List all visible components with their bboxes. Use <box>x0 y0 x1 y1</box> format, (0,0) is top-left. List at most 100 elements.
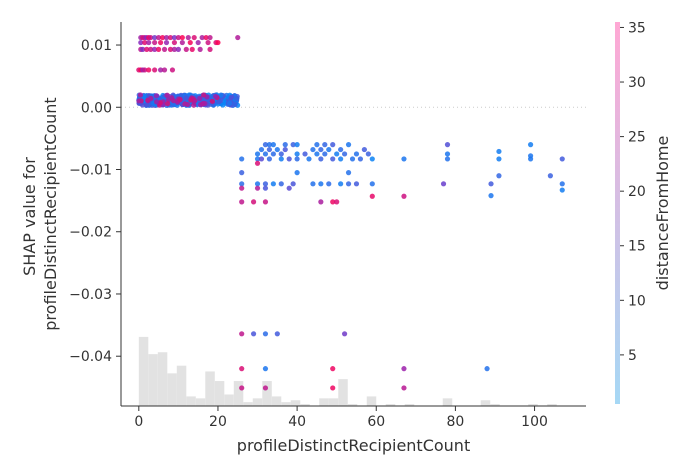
data-point <box>201 92 207 98</box>
data-point <box>302 151 308 157</box>
data-point <box>167 34 174 41</box>
data-point <box>270 142 276 148</box>
histogram-bar <box>366 396 377 406</box>
data-point <box>330 385 336 391</box>
data-point <box>345 170 352 176</box>
data-point <box>139 102 146 108</box>
x-axis-ticks: 0 20 40 60 80 100 <box>134 406 548 430</box>
data-point <box>258 146 265 153</box>
y-tick-label: −0.01 <box>69 163 112 179</box>
data-point <box>232 101 238 107</box>
data-point <box>239 185 245 191</box>
colorbar-tick-label: 5 <box>628 348 637 364</box>
data-point <box>361 146 367 153</box>
data-point <box>294 142 300 148</box>
data-point <box>440 181 447 187</box>
data-point <box>142 39 148 46</box>
data-point <box>318 199 324 205</box>
x-tick-label: 80 <box>446 414 464 430</box>
data-point <box>349 156 356 162</box>
data-point <box>155 46 162 52</box>
data-point <box>185 34 191 41</box>
histogram-bar <box>404 404 415 406</box>
data-point <box>167 46 174 52</box>
histogram-bar <box>347 404 358 406</box>
data-point <box>254 181 261 187</box>
data-point <box>175 46 181 52</box>
data-point <box>179 34 185 41</box>
data-point <box>306 156 312 162</box>
data-point <box>401 193 407 199</box>
y-axis-label-line-2: profileDistinctRecipientCount <box>41 97 60 330</box>
histogram-bar <box>271 396 282 406</box>
data-point <box>488 193 494 199</box>
data-point <box>148 46 154 52</box>
data-point <box>250 331 257 337</box>
histogram-bar <box>167 373 177 406</box>
y-tick-label: 0.01 <box>81 38 112 54</box>
data-point <box>171 46 178 52</box>
data-point <box>235 34 241 41</box>
data-point <box>318 181 324 187</box>
y-tick-label: −0.04 <box>69 349 112 365</box>
data-point <box>197 46 203 52</box>
data-point <box>179 39 185 46</box>
data-point <box>152 39 158 46</box>
data-point <box>161 67 168 73</box>
y-tick-label: −0.02 <box>69 225 112 241</box>
histogram-bar <box>385 404 396 406</box>
histogram-bar <box>290 400 301 406</box>
data-point <box>157 67 164 73</box>
data-point <box>144 46 150 52</box>
data-point <box>330 156 336 162</box>
data-point <box>152 67 158 73</box>
data-point <box>183 95 189 101</box>
data-point <box>171 39 178 46</box>
data-point <box>148 34 154 41</box>
data-point <box>254 156 261 162</box>
data-point <box>220 102 226 108</box>
data-point <box>444 151 451 157</box>
data-point <box>326 146 332 153</box>
data-point <box>188 97 194 103</box>
data-point <box>401 156 407 162</box>
data-point <box>262 366 269 372</box>
histogram-bar <box>138 336 149 406</box>
data-point <box>559 187 565 193</box>
data-point <box>159 34 166 41</box>
histogram-bar <box>300 404 310 406</box>
histogram-bar <box>281 402 291 406</box>
data-point <box>207 34 213 41</box>
data-point <box>330 366 336 372</box>
x-axis-label: profileDistinctRecipientCount <box>237 436 470 455</box>
data-point <box>146 39 152 46</box>
data-point <box>137 92 144 98</box>
data-point <box>527 142 534 148</box>
data-point <box>239 181 245 187</box>
data-point <box>286 185 292 191</box>
data-point <box>199 34 205 41</box>
data-point <box>191 34 197 41</box>
x-tick-label: 100 <box>521 414 548 430</box>
data-point <box>152 46 158 52</box>
colorbar-tick-label: 35 <box>628 20 646 36</box>
data-point <box>205 39 211 46</box>
data-point <box>189 46 195 52</box>
data-point <box>195 39 201 46</box>
data-point <box>330 199 336 205</box>
data-point <box>444 156 451 162</box>
data-point <box>278 156 284 162</box>
data-point <box>155 34 162 41</box>
data-point <box>142 67 148 73</box>
data-point <box>496 156 502 162</box>
histogram-bar <box>442 398 453 406</box>
data-point <box>338 181 344 187</box>
data-point <box>369 156 375 162</box>
data-point <box>401 385 407 391</box>
data-point <box>254 185 261 191</box>
data-point <box>144 102 150 108</box>
data-point <box>318 146 324 153</box>
data-point <box>330 142 336 148</box>
histogram-bar <box>157 352 168 406</box>
colorbar-tick-label: 15 <box>628 239 646 255</box>
